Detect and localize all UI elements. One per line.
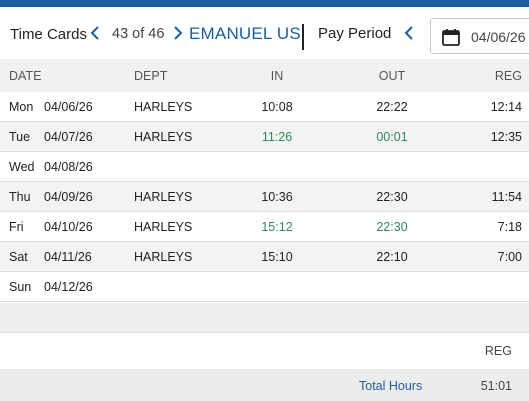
summary-header-reg: REG — [484, 344, 512, 358]
table-row[interactable]: Wed 04/08/26 — [0, 152, 529, 182]
chevron-left-icon — [90, 26, 99, 40]
in-cell[interactable]: 10:36 — [261, 190, 293, 204]
previous-employee-button[interactable] — [86, 22, 104, 44]
dept-cell: HARLEYS — [134, 220, 193, 234]
date-cell: 04/12/26 — [44, 280, 93, 294]
summary-header-row: REG — [0, 333, 529, 369]
day-cell: Fri — [9, 220, 24, 234]
day-cell: Sat — [9, 250, 28, 264]
in-cell-edited[interactable]: 11:26 — [261, 130, 293, 144]
column-header-row: DATE DEPT IN OUT REG — [0, 59, 529, 92]
reg-cell: 7:00 — [497, 250, 522, 264]
employee-name[interactable]: EMANUEL US — [189, 24, 301, 43]
column-header-dept: DEPT — [134, 69, 168, 83]
dept-cell: HARLEYS — [134, 100, 193, 114]
day-cell: Mon — [9, 100, 34, 114]
calendar-icon — [442, 29, 460, 46]
date-cell: 04/06/26 — [44, 100, 93, 114]
reg-cell: 7:18 — [497, 220, 522, 234]
dept-cell: HARLEYS — [134, 250, 193, 264]
previous-pay-period-button[interactable] — [400, 22, 418, 44]
day-cell: Sun — [9, 280, 32, 294]
column-header-date: DATE — [9, 69, 42, 83]
date-cell: 04/11/26 — [44, 250, 92, 264]
reg-cell: 11:54 — [491, 190, 522, 204]
chevron-left-icon — [404, 26, 413, 40]
spacer-row — [0, 303, 529, 333]
header-divider — [302, 24, 304, 50]
day-cell: Tue — [9, 130, 31, 144]
day-cell: Thu — [9, 190, 31, 204]
column-header-in: IN — [270, 69, 284, 83]
table-row[interactable]: Sun 04/12/26 — [0, 272, 529, 302]
table-row[interactable]: Thu 04/09/26 HARLEYS 10:36 22:30 11:54 — [0, 182, 529, 212]
table-row[interactable]: Tue 04/07/26 HARLEYS 11:26 00:01 12:35 — [0, 122, 529, 152]
out-cell[interactable]: 22:30 — [376, 190, 408, 204]
total-hours-row: Total Hours 51:01 — [0, 369, 529, 401]
reg-cell: 12:35 — [490, 130, 522, 144]
out-cell-edited[interactable]: 00:01 — [376, 130, 408, 144]
column-header-reg: REG — [494, 69, 522, 83]
in-cell-edited[interactable]: 15:12 — [261, 220, 293, 234]
pay-period-date: 04/06/26 — [471, 29, 526, 45]
date-cell: 04/07/26 — [44, 130, 93, 144]
dept-cell: HARLEYS — [134, 130, 193, 144]
pay-period-label: Pay Period — [318, 25, 392, 42]
next-employee-button[interactable] — [169, 22, 187, 44]
date-cell: 04/09/26 — [44, 190, 93, 204]
total-hours-reg: 51:01 — [480, 379, 512, 393]
page-title: Time Cards — [10, 26, 87, 43]
out-cell[interactable]: 22:10 — [376, 250, 408, 264]
in-cell[interactable]: 15:10 — [261, 250, 293, 264]
timecard-header: Time Cards 43 of 46 EMANUEL US Pay Perio… — [0, 7, 529, 59]
in-cell[interactable]: 10:08 — [261, 100, 293, 114]
day-cell: Wed — [9, 160, 35, 174]
out-cell[interactable]: 22:22 — [376, 100, 408, 114]
date-cell: 04/08/26 — [44, 160, 93, 174]
total-hours-label: Total Hours — [359, 379, 423, 393]
date-cell: 04/10/26 — [44, 220, 93, 234]
table-row[interactable]: Sat 04/11/26 HARLEYS 15:10 22:10 7:00 — [0, 242, 529, 272]
column-header-out: OUT — [378, 69, 406, 83]
out-cell-edited[interactable]: 22:30 — [376, 220, 408, 234]
table-row[interactable]: Fri 04/10/26 HARLEYS 15:12 22:30 7:18 — [0, 212, 529, 242]
top-accent-bar — [0, 0, 529, 7]
pay-period-date-picker[interactable]: 04/06/26 — [430, 18, 529, 54]
employee-counter: 43 of 46 — [112, 26, 165, 42]
table-row[interactable]: Mon 04/06/26 HARLEYS 10:08 22:22 12:14 — [0, 92, 529, 122]
reg-cell: 12:14 — [490, 100, 522, 114]
dept-cell: HARLEYS — [134, 190, 193, 204]
chevron-right-icon — [174, 26, 183, 40]
